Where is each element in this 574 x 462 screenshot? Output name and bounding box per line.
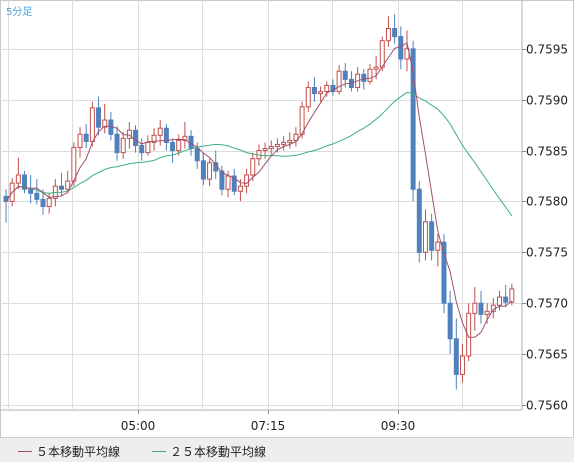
y-axis-ticks: 0.7595 0.7590 0.7585 0.7580 0.7575 0.7570 0.75… — [522, 43, 568, 413]
candle-up — [71, 147, 77, 182]
timeframe-label: 5分足 — [6, 7, 33, 18]
candle-up — [318, 91, 324, 95]
candle-up — [287, 139, 293, 143]
candle-up — [274, 143, 280, 148]
legend-swatch-ma5 — [18, 451, 32, 452]
y-tick-label: 0.7595 — [526, 43, 568, 57]
y-tick-label: 0.7560 — [526, 399, 568, 413]
candle-up — [385, 27, 391, 42]
candle-down — [40, 198, 46, 208]
candle-up — [237, 185, 243, 192]
candle-down — [219, 170, 225, 190]
candle-down — [361, 73, 367, 82]
candle-down — [478, 302, 484, 315]
candle-up — [373, 66, 379, 70]
candle-down — [28, 188, 34, 194]
candle-up — [77, 133, 83, 149]
candle-down — [231, 175, 237, 192]
candle-up — [459, 355, 465, 375]
candle-up — [336, 70, 342, 93]
x-tick-label: 05:00 — [121, 419, 156, 433]
candle-down — [441, 241, 447, 304]
legend-item-ma25: ２５本移動平均線 — [152, 443, 266, 460]
ma25-line — [5, 91, 513, 217]
candle-down — [22, 174, 27, 190]
candle-down — [163, 127, 169, 143]
x-tick-label: 07:15 — [251, 419, 286, 433]
moving-average-lines — [5, 41, 513, 338]
candle-down — [311, 86, 317, 95]
candle-up — [102, 119, 108, 128]
y-tick-label: 0.7575 — [526, 246, 568, 260]
candle-up — [182, 135, 188, 141]
candle-up — [422, 221, 428, 253]
candle-down — [34, 192, 40, 200]
candle-up — [379, 40, 385, 68]
candle-down — [410, 48, 416, 190]
candle-up — [435, 241, 441, 251]
candle-down — [503, 296, 509, 303]
candle-up — [250, 158, 256, 176]
candle-up — [262, 148, 268, 152]
candle-up — [89, 107, 95, 142]
candle-down — [416, 188, 422, 253]
candle-down — [83, 133, 89, 142]
candle-up — [305, 86, 311, 108]
ma5-line — [5, 41, 513, 338]
candle-down — [429, 221, 435, 251]
candle-down — [200, 160, 206, 180]
x-tick-label: 09:30 — [381, 419, 416, 433]
legend-label-ma25: ２５本移動平均線 — [170, 445, 267, 459]
candle-up — [244, 174, 250, 187]
candle-up — [324, 84, 330, 93]
candle-up — [281, 141, 287, 145]
legend: ５本移動平均線 ２５本移動平均線 — [0, 437, 574, 462]
x-axis-ticks: 05:00 07:15 09:30 — [121, 410, 416, 433]
candle-down — [453, 338, 459, 375]
candle-down — [392, 27, 398, 38]
candle-down — [447, 302, 453, 340]
y-tick-label: 0.7585 — [526, 145, 568, 159]
candle-up — [151, 134, 157, 143]
y-tick-label: 0.7590 — [526, 94, 568, 108]
candle-up — [268, 146, 274, 150]
candle-down — [139, 144, 145, 154]
candle-up — [225, 175, 231, 190]
candle-down — [96, 107, 102, 128]
candle-up — [207, 162, 213, 180]
legend-item-ma5: ５本移動平均線 — [18, 443, 120, 460]
candle-down — [170, 141, 176, 152]
candle-down — [342, 70, 348, 80]
candle-up — [472, 302, 478, 314]
grid-lines — [0, 0, 523, 411]
candle-down — [114, 133, 120, 154]
candle-down — [133, 129, 139, 146]
candle-up — [367, 68, 373, 82]
candle-up — [65, 180, 71, 190]
y-tick-label: 0.7580 — [526, 195, 568, 209]
candle-up — [484, 310, 490, 315]
legend-swatch-ma25 — [152, 451, 166, 452]
candle-up — [46, 197, 52, 208]
candle-up — [293, 133, 299, 141]
candle-up — [509, 288, 515, 303]
candle-up — [176, 139, 182, 152]
candles — [3, 14, 515, 390]
candle-down — [59, 185, 65, 190]
candle-down — [194, 148, 200, 162]
legend-label-ma5: ５本移動平均線 — [36, 445, 121, 459]
candle-down — [398, 36, 404, 60]
candle-up — [466, 312, 472, 357]
candle-up — [15, 174, 21, 184]
candle-up — [126, 129, 132, 139]
y-tick-label: 0.7570 — [526, 297, 568, 311]
candle-up — [120, 137, 126, 154]
y-tick-label: 0.7565 — [526, 348, 568, 362]
candle-up — [497, 296, 502, 306]
candle-up — [157, 127, 163, 136]
candle-up — [145, 141, 151, 154]
